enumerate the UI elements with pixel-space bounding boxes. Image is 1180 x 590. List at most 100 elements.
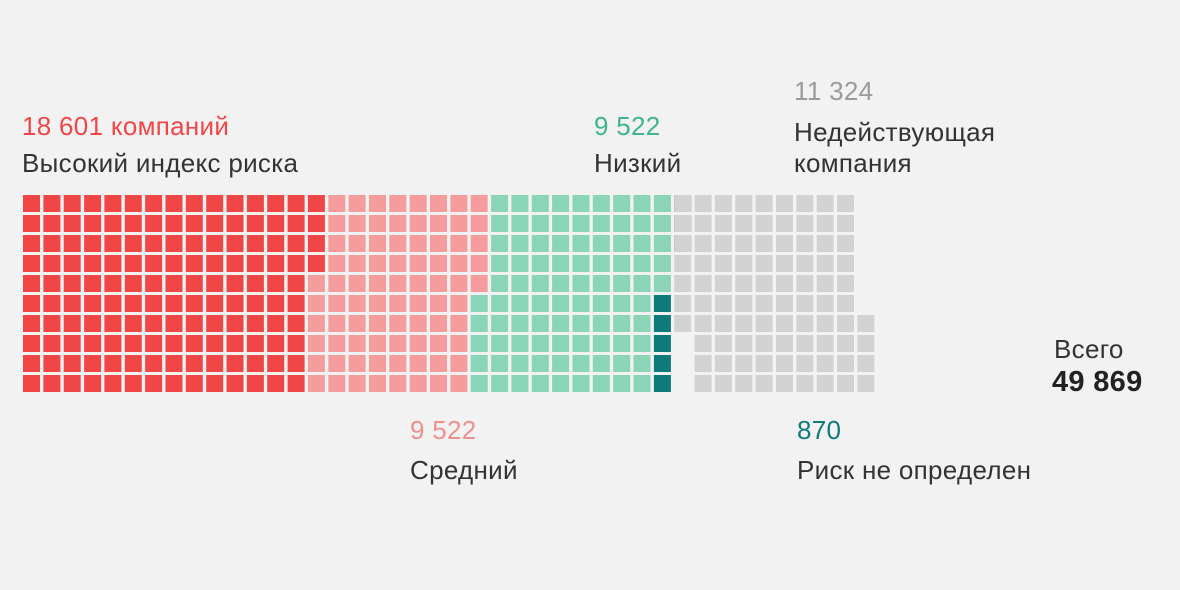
waffle-cell-high: [165, 335, 183, 352]
waffle-cell-closed: [674, 235, 692, 252]
waffle-cell-low: [572, 275, 590, 292]
waffle-cell-high: [267, 275, 285, 292]
waffle-cell-high: [145, 195, 163, 212]
waffle-cell-medium: [430, 235, 447, 252]
waffle-cell-high: [43, 255, 61, 272]
waffle-cell-medium: [389, 215, 407, 232]
waffle-cell-low: [653, 275, 671, 292]
waffle-cell-closed: [735, 315, 753, 332]
waffle-cell-medium: [470, 235, 488, 252]
waffle-cell-high: [63, 215, 81, 232]
waffle-cell-high: [145, 375, 163, 392]
waffle-cell-medium: [430, 355, 447, 372]
waffle-cell-low: [613, 295, 631, 312]
waffle-cell-high: [124, 335, 142, 352]
waffle-cell-low: [633, 375, 651, 392]
waffle-cell-closed: [776, 375, 793, 392]
waffle-cell-medium: [389, 315, 407, 332]
waffle-cell-high: [165, 275, 183, 292]
waffle-cell-high: [104, 335, 122, 352]
waffle-cell-medium: [369, 375, 386, 392]
waffle-cell-medium: [389, 355, 407, 372]
waffle-cell-high: [145, 215, 163, 232]
waffle-cell-high: [267, 215, 285, 232]
waffle-cell-closed: [755, 375, 773, 392]
waffle-cell-medium: [430, 375, 447, 392]
waffle-cell-high: [23, 215, 40, 232]
waffle-cell-high: [145, 295, 163, 312]
waffle-cell-low: [572, 215, 590, 232]
waffle-cell-closed: [735, 375, 753, 392]
waffle-cell-closed: [755, 215, 773, 232]
waffle-cell-medium: [348, 235, 366, 252]
waffle-cell-closed: [714, 375, 732, 392]
waffle-cell-low: [470, 295, 488, 312]
waffle-cell-medium: [328, 375, 346, 392]
waffle-cell-closed: [837, 195, 854, 212]
waffle-cell-closed: [816, 275, 834, 292]
waffle-cell-high: [206, 355, 224, 372]
waffle-cell-low: [511, 275, 529, 292]
waffle-cell-closed: [837, 355, 854, 372]
waffle-cell-high: [124, 375, 142, 392]
waffle-cell-low: [613, 315, 631, 332]
waffle-cell-medium: [348, 335, 366, 352]
waffle-cell-medium: [328, 335, 346, 352]
waffle-cell-high: [307, 255, 325, 272]
value-label-undetermined: 870: [797, 415, 842, 445]
waffle-cell-medium: [409, 315, 427, 332]
waffle-cell-high: [84, 295, 102, 312]
waffle-cell-closed: [796, 335, 814, 352]
waffle-cell-high: [165, 315, 183, 332]
waffle-cell-closed: [735, 355, 753, 372]
waffle-cell-high: [84, 335, 102, 352]
waffle-cell-medium: [369, 215, 386, 232]
waffle-cell-high: [63, 315, 81, 332]
waffle-cell-high: [287, 275, 305, 292]
waffle-cell-medium: [450, 315, 468, 332]
waffle-cell-high: [267, 335, 285, 352]
waffle-cell-low: [531, 235, 549, 252]
waffle-cell-closed: [796, 315, 814, 332]
waffle-cell-medium: [307, 335, 325, 352]
waffle-cell-high: [124, 355, 142, 372]
waffle-cell-high: [63, 195, 81, 212]
waffle-cell-medium: [328, 275, 346, 292]
waffle-cell-closed: [714, 295, 732, 312]
waffle-cell-high: [185, 355, 203, 372]
waffle-cell-low: [511, 295, 529, 312]
waffle-cell-low: [613, 195, 631, 212]
waffle-cell-closed: [816, 235, 834, 252]
waffle-cell-medium: [307, 315, 325, 332]
waffle-cell-high: [206, 215, 224, 232]
waffle-cell-low: [613, 335, 631, 352]
waffle-cell-medium: [409, 215, 427, 232]
waffle-cell-closed: [837, 375, 854, 392]
waffle-cell-high: [104, 355, 122, 372]
value-label-medium: 9 522: [410, 415, 477, 445]
waffle-cell-high: [63, 375, 81, 392]
waffle-cell-high: [287, 375, 305, 392]
waffle-cell-low: [613, 275, 631, 292]
waffle-cell-high: [206, 195, 224, 212]
waffle-cell-low: [470, 355, 488, 372]
waffle-cell-high: [206, 375, 224, 392]
waffle-cell-high: [23, 195, 40, 212]
waffle-cell-high: [165, 235, 183, 252]
total-label: Всего: [1054, 334, 1124, 364]
waffle-cell-low: [511, 255, 529, 272]
waffle-cell-high: [206, 315, 224, 332]
waffle-cell-low: [592, 335, 610, 352]
waffle-cell-high: [63, 275, 81, 292]
waffle-cell-closed: [857, 335, 875, 352]
waffle-cell-low: [491, 195, 509, 212]
waffle-cell-medium: [307, 275, 325, 292]
waffle-cell-high: [246, 215, 264, 232]
waffle-cell-medium: [470, 275, 488, 292]
waffle-cell-low: [491, 315, 509, 332]
waffle-cell-high: [63, 355, 81, 372]
waffle-cell-closed: [674, 275, 692, 292]
waffle-cell-low: [531, 355, 549, 372]
waffle-cell-high: [246, 255, 264, 272]
waffle-cell-low: [531, 215, 549, 232]
